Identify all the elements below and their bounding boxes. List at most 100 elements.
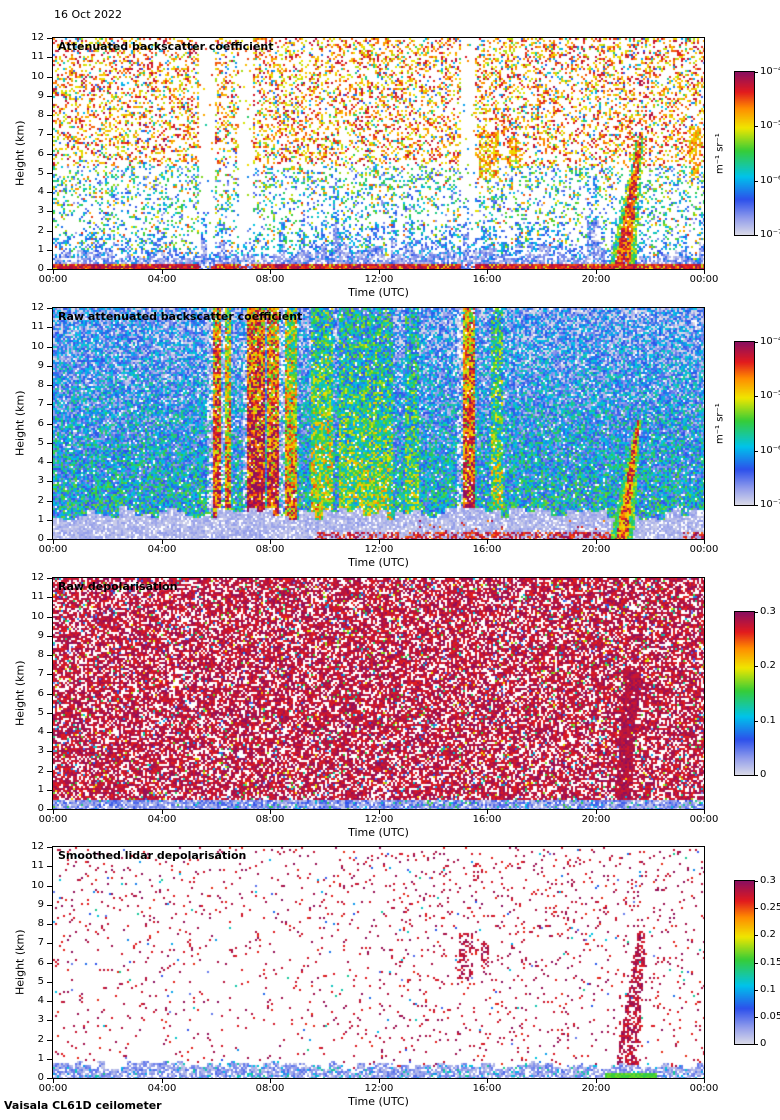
- y-tick-mark: [47, 694, 52, 695]
- y-tick-label: 4: [37, 456, 44, 467]
- colorbar-tick-mark: [755, 181, 758, 182]
- colorbar-tick-label: 10⁻⁷: [760, 229, 780, 240]
- x-tick-mark: [704, 810, 705, 814]
- x-tick-label: 08:00: [255, 274, 285, 285]
- x-tick-mark: [53, 270, 54, 274]
- y-tick-mark: [47, 674, 52, 675]
- y-tick-mark: [47, 424, 52, 425]
- y-tick-mark: [47, 905, 52, 906]
- x-tick-mark: [379, 810, 380, 814]
- y-tick-mark: [47, 385, 52, 386]
- plot-title: Attenuated backscatter coefficient: [58, 40, 274, 53]
- y-tick-label: 11: [31, 591, 44, 602]
- y-tick-mark: [47, 443, 52, 444]
- y-tick-mark: [47, 809, 52, 810]
- y-tick-mark: [47, 38, 52, 39]
- y-tick-label: 12: [31, 32, 44, 43]
- x-tick-mark: [162, 270, 163, 274]
- y-tick-mark: [47, 96, 52, 97]
- y-tick-mark: [47, 886, 52, 887]
- y-tick-label: 2: [37, 765, 44, 776]
- colorbar-tick-label: 0.1: [760, 715, 776, 726]
- colorbar-tick-mark: [755, 451, 758, 452]
- x-tick-mark: [270, 810, 271, 814]
- x-tick-label: 20:00: [581, 274, 611, 285]
- x-tick-mark: [704, 540, 705, 544]
- colorbar: [734, 611, 755, 776]
- x-axis-label: Time (UTC): [348, 556, 409, 569]
- colorbar-tick-label: 0.05: [760, 1011, 780, 1022]
- y-tick-label: 4: [37, 995, 44, 1006]
- y-tick-label: 9: [37, 360, 44, 371]
- colorbar-tick-mark: [755, 126, 758, 127]
- y-tick-label: 3: [37, 745, 44, 756]
- y-tick-label: 12: [31, 572, 44, 583]
- y-tick-mark: [47, 963, 52, 964]
- y-tick-label: 2: [37, 1034, 44, 1045]
- colorbar-tick-mark: [755, 963, 758, 964]
- y-tick-label: 0: [37, 533, 44, 544]
- colorbar-tick-label: 0: [760, 769, 767, 780]
- x-tick-label: 12:00: [364, 1083, 394, 1094]
- y-tick-mark: [47, 211, 52, 212]
- date-label: 16 Oct 2022: [54, 8, 123, 21]
- y-tick-label: 6: [37, 688, 44, 699]
- y-tick-label: 6: [37, 957, 44, 968]
- x-tick-label: 12:00: [364, 274, 394, 285]
- colorbar-tick-mark: [755, 1044, 758, 1045]
- y-tick-mark: [47, 520, 52, 521]
- y-tick-label: 7: [37, 668, 44, 679]
- colorbar-tick-mark: [755, 775, 758, 776]
- y-tick-mark: [47, 173, 52, 174]
- y-tick-label: 12: [31, 302, 44, 313]
- y-tick-label: 7: [37, 398, 44, 409]
- y-tick-mark: [47, 308, 52, 309]
- colorbar-tick-label: 10⁻⁶: [760, 175, 780, 186]
- x-tick-label: 00:00: [38, 1083, 68, 1094]
- y-tick-label: 1: [37, 1053, 44, 1064]
- x-tick-mark: [162, 810, 163, 814]
- x-tick-mark: [379, 540, 380, 544]
- y-tick-label: 10: [31, 880, 44, 891]
- x-tick-mark: [53, 540, 54, 544]
- x-tick-mark: [270, 1079, 271, 1083]
- y-tick-label: 8: [37, 109, 44, 120]
- x-tick-label: 20:00: [581, 1083, 611, 1094]
- y-tick-label: 5: [37, 707, 44, 718]
- y-tick-mark: [47, 269, 52, 270]
- y-tick-label: 3: [37, 1014, 44, 1025]
- x-tick-label: 16:00: [472, 1083, 502, 1094]
- colorbar-tick-mark: [755, 990, 758, 991]
- colorbar-tick-label: 0.1: [760, 984, 776, 995]
- colorbar: [734, 71, 755, 236]
- y-tick-mark: [47, 924, 52, 925]
- x-tick-mark: [487, 810, 488, 814]
- y-tick-label: 2: [37, 495, 44, 506]
- colorbar-tick-mark: [755, 935, 758, 936]
- y-tick-label: 9: [37, 899, 44, 910]
- y-tick-mark: [47, 982, 52, 983]
- y-tick-label: 9: [37, 630, 44, 641]
- x-tick-label: 04:00: [147, 814, 177, 825]
- x-tick-mark: [270, 540, 271, 544]
- x-tick-label: 12:00: [364, 814, 394, 825]
- y-tick-label: 0: [37, 263, 44, 274]
- colorbar-tick-label: 0.3: [760, 875, 776, 886]
- x-tick-mark: [487, 1079, 488, 1083]
- x-tick-label: 00:00: [38, 814, 68, 825]
- x-tick-mark: [596, 810, 597, 814]
- y-tick-mark: [47, 578, 52, 579]
- colorbar-tick-label: 0: [760, 1038, 767, 1049]
- y-tick-mark: [47, 134, 52, 135]
- x-tick-label: 04:00: [147, 274, 177, 285]
- x-tick-mark: [487, 540, 488, 544]
- y-tick-label: 10: [31, 341, 44, 352]
- colorbar-tick-label: 10⁻⁵: [760, 120, 780, 131]
- colorbar-tick-label: 10⁻⁶: [760, 445, 780, 456]
- y-tick-label: 11: [31, 860, 44, 871]
- y-tick-mark: [47, 115, 52, 116]
- y-tick-mark: [47, 1020, 52, 1021]
- colorbar-tick-mark: [755, 396, 758, 397]
- y-tick-label: 11: [31, 51, 44, 62]
